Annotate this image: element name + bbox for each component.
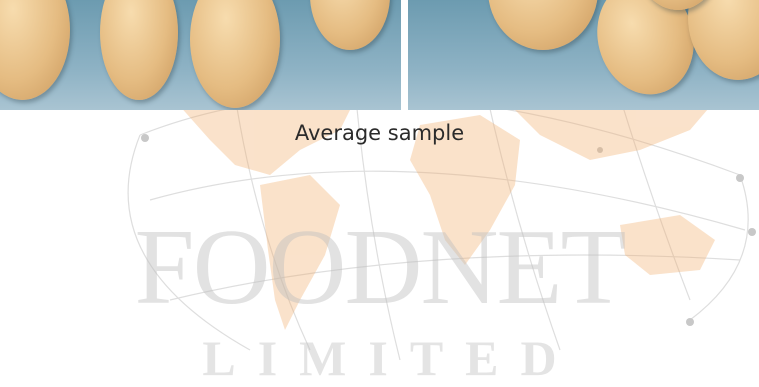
- logo-wordmark: FOODNET: [134, 208, 627, 327]
- bean: [638, 0, 718, 10]
- bean: [190, 0, 280, 108]
- bean: [100, 0, 178, 100]
- bean: [488, 0, 598, 50]
- bean: [0, 0, 70, 100]
- photo-divider: [401, 0, 408, 110]
- bean-photo-right: [408, 0, 759, 110]
- bean: [688, 0, 759, 80]
- logo-subtitle: LIMITED: [202, 330, 579, 386]
- bean: [310, 0, 390, 50]
- figure-caption: Average sample: [294, 121, 465, 145]
- bean-photo-left: [0, 0, 401, 110]
